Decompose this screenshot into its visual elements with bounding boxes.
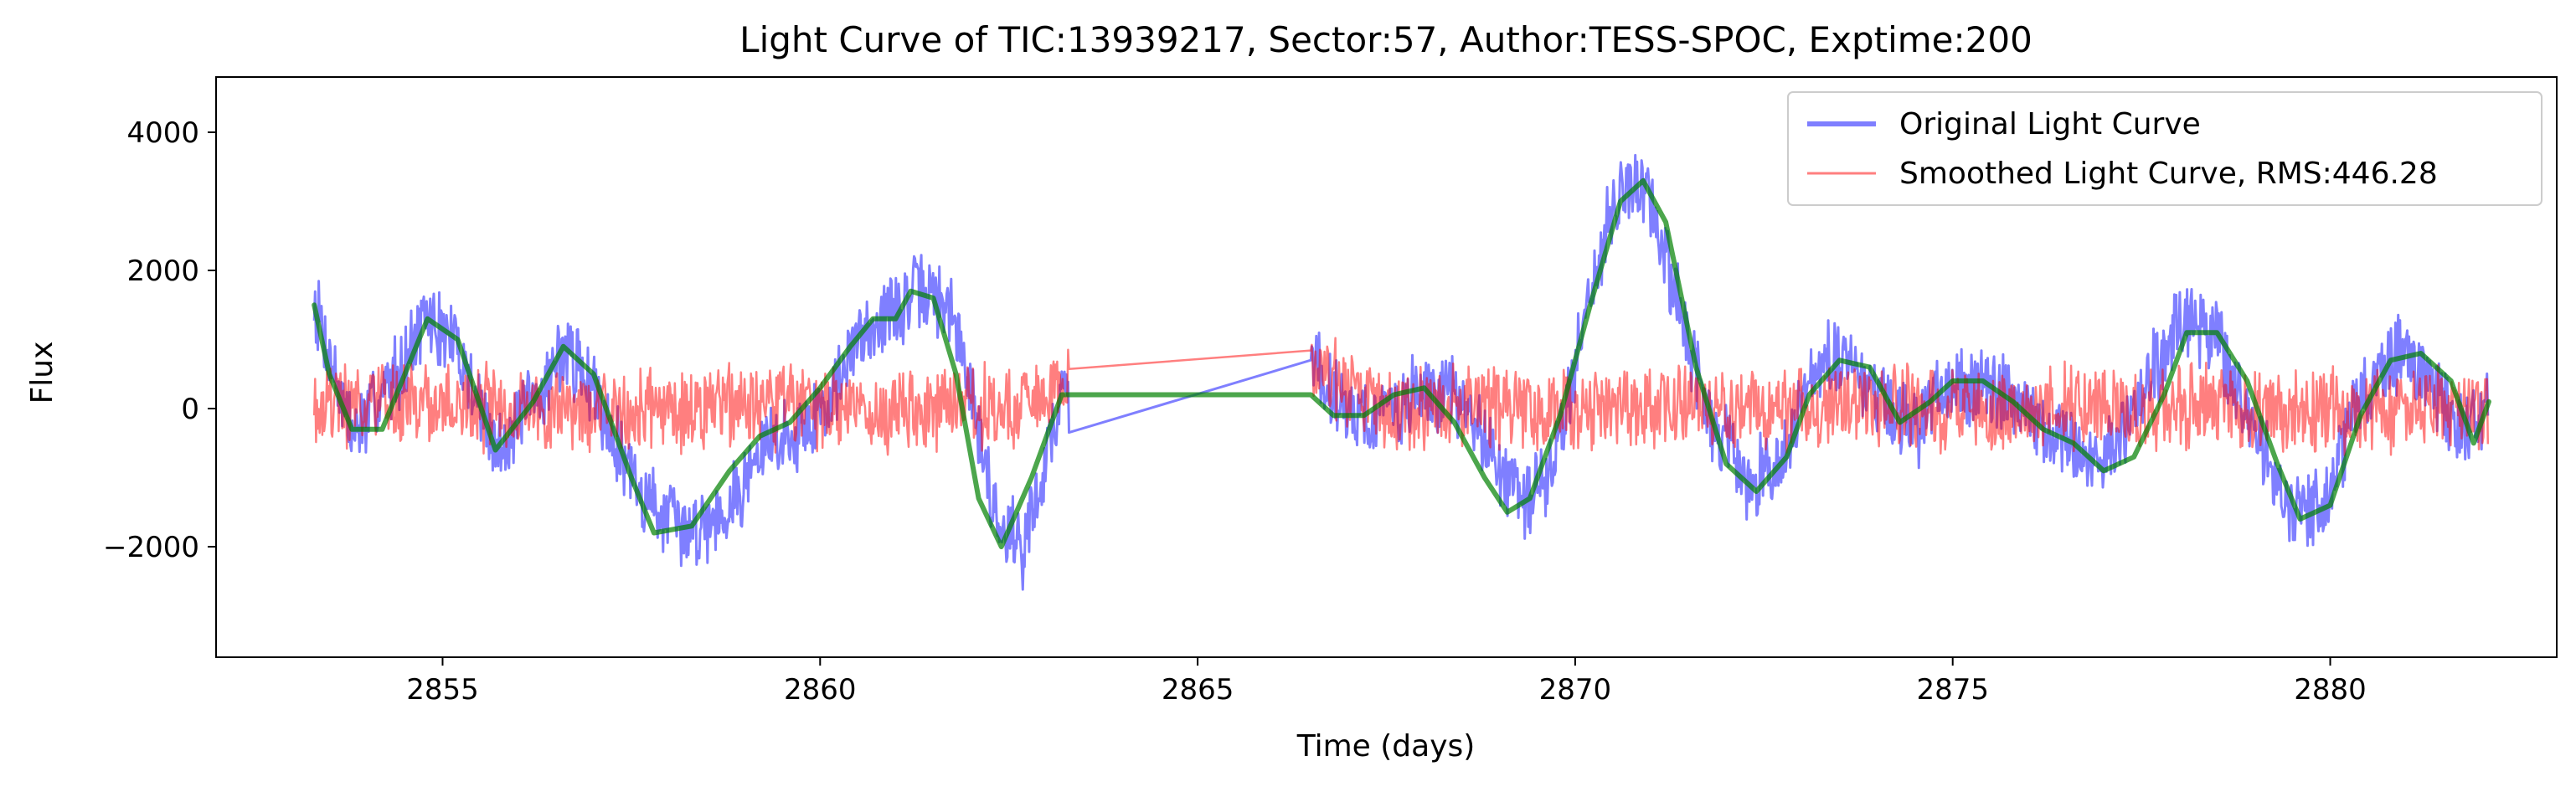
legend: Original Light Curve Smoothed Light Curv… — [1787, 91, 2543, 206]
y-tick-label: −2000 — [103, 531, 199, 564]
legend-label-original: Original Light Curve — [1899, 107, 2201, 141]
y-tick-label: 0 — [181, 393, 199, 426]
y-tick-label: 4000 — [126, 116, 199, 150]
trend-line — [312, 177, 2491, 549]
plot-area — [312, 153, 2491, 591]
x-tick-label: 2860 — [784, 673, 857, 707]
y-axis: −2000 0 2000 4000 — [103, 116, 216, 564]
x-tick-label: 2875 — [1916, 673, 1989, 707]
x-tick-label: 2870 — [1539, 673, 1612, 707]
x-axis-label: Time (days) — [1296, 729, 1476, 764]
y-tick-label: 2000 — [126, 255, 199, 288]
plot-frame — [215, 76, 2558, 658]
x-tick-label: 2855 — [406, 673, 479, 707]
chart-title: Light Curve of TIC:13939217, Sector:57, … — [739, 19, 2032, 60]
legend-box — [1787, 91, 2543, 206]
y-axis-label: Flux — [25, 342, 59, 404]
x-tick-label: 2865 — [1162, 673, 1234, 707]
x-axis: 2855 2860 2865 2870 2875 2880 — [406, 657, 2367, 707]
legend-label-smoothed: Smoothed Light Curve, RMS:446.28 — [1899, 157, 2438, 191]
x-tick-label: 2880 — [2294, 673, 2367, 707]
